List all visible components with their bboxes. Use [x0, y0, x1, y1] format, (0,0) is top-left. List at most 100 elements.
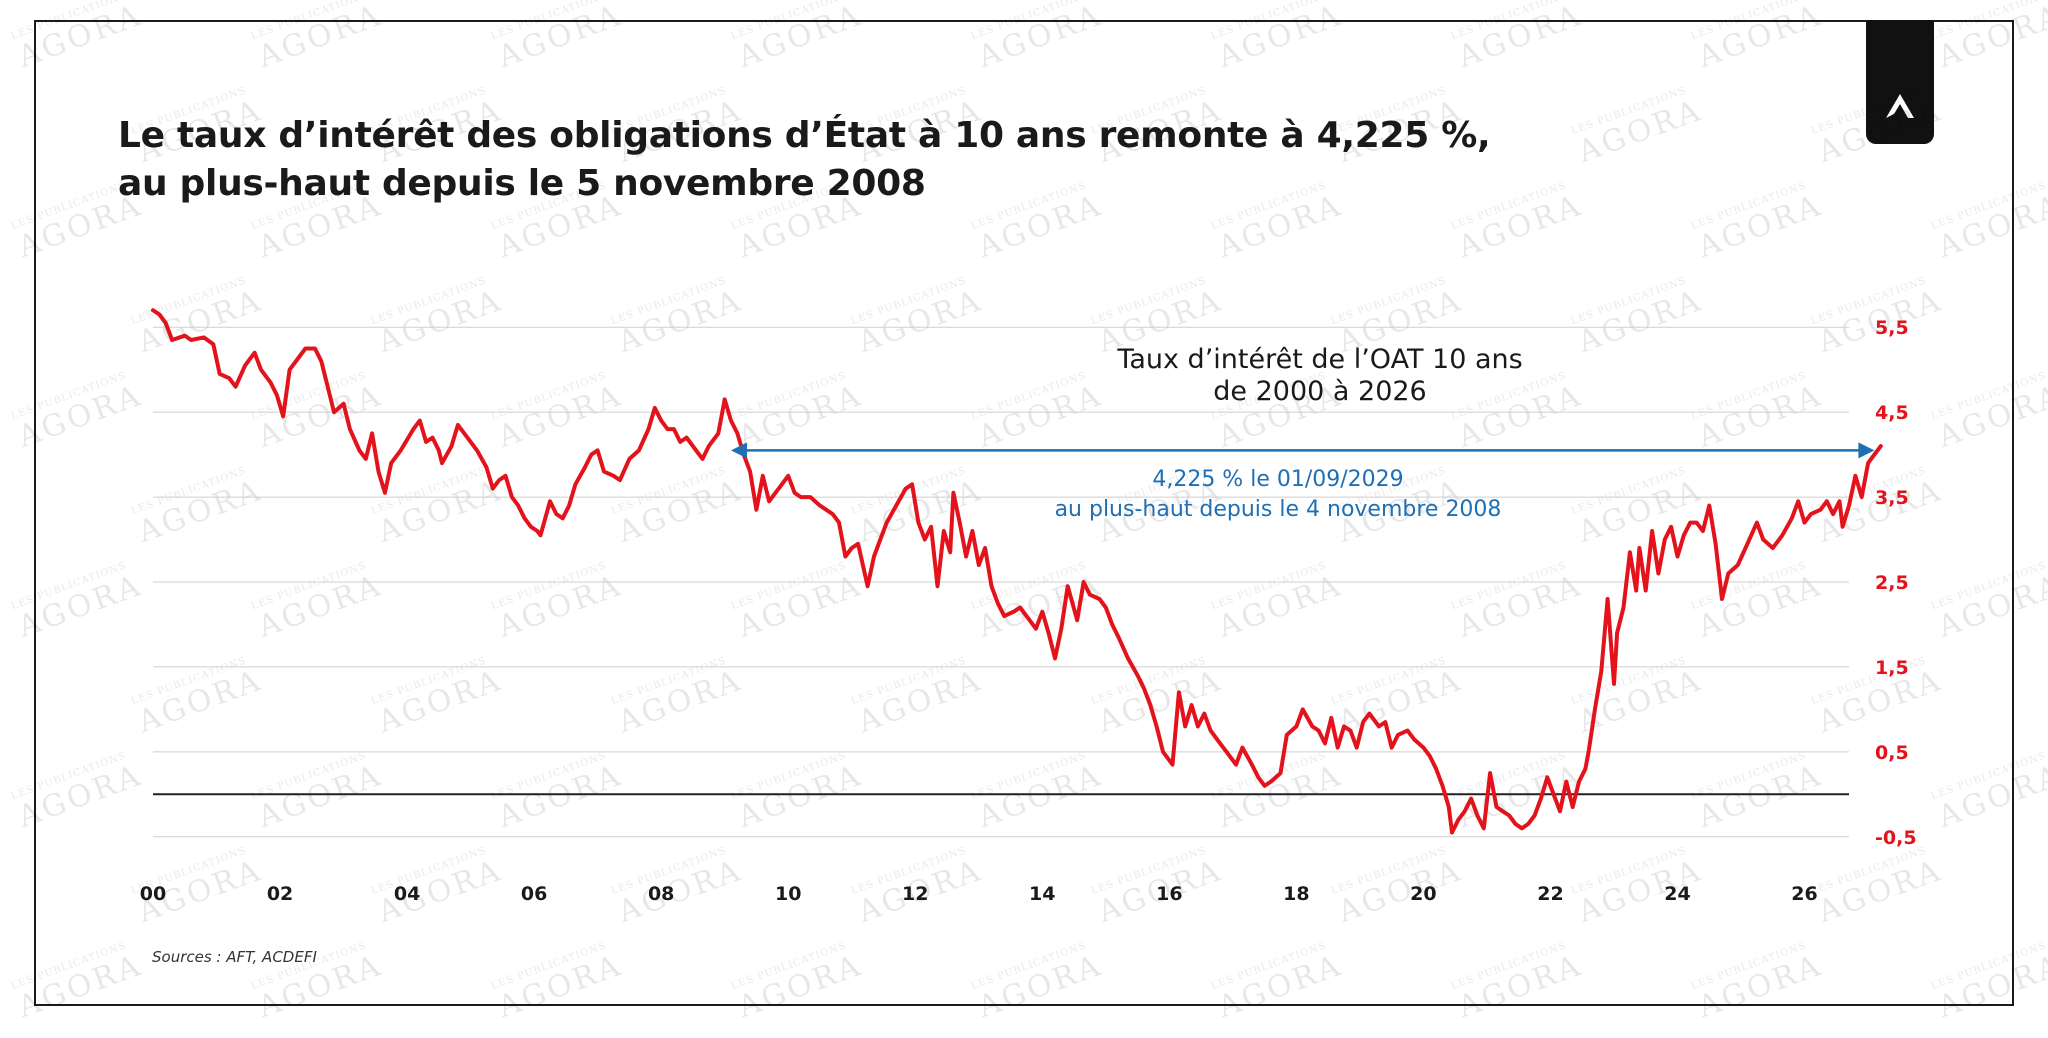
y-tick-label: 4,5 [1875, 402, 1909, 424]
x-tick-label: 12 [902, 883, 928, 905]
x-tick-label: 16 [1156, 883, 1182, 905]
series-layer [151, 308, 1883, 835]
arrow-right-icon [1858, 442, 1875, 459]
x-tick-label: 18 [1283, 883, 1309, 905]
grid-lines [153, 326, 1849, 838]
y-tick-label: 1,5 [1875, 657, 1909, 679]
annotation-label-line-2: au plus-haut depuis le 4 novembre 2008 [1055, 497, 1502, 522]
y-tick-label: 0,5 [1875, 742, 1909, 764]
y-tick-label: -0,5 [1875, 827, 1917, 849]
x-tick-label: 14 [1029, 883, 1055, 905]
agora-logo-glyph-icon [1886, 94, 1914, 118]
x-tick-label: 24 [1664, 883, 1690, 905]
x-tick-label: 08 [648, 883, 674, 905]
title-line-1: Le taux d’intérêt des obligations d’État… [118, 115, 1491, 156]
series-line-0 [151, 308, 1883, 835]
x-tick-label: 00 [140, 883, 166, 905]
chart-title: Taux d’intérêt de l’OAT 10 ans [1116, 344, 1522, 375]
y-tick-label: 5,5 [1875, 317, 1909, 339]
page-title: Le taux d’intérêt des obligations d’État… [118, 112, 1491, 208]
y-tick-label: 2,5 [1875, 572, 1909, 594]
title-line-2: au plus-haut depuis le 5 novembre 2008 [118, 163, 926, 204]
x-tick-label: 06 [521, 883, 547, 905]
y-tick-label: 3,5 [1875, 487, 1909, 509]
x-axis-labels: 00 02 04 06 08 10 12 14 16 18 20 22 24 26 [140, 883, 1818, 905]
agora-logo-icon [1866, 20, 1934, 144]
y-axis-labels: 5,5 4,5 3,5 2,5 1,5 0,5 -0,5 [1875, 317, 1917, 849]
source-note: Sources : AFT, ACDEFI [152, 948, 317, 966]
arrow-left-icon [731, 442, 748, 459]
chart-frame [34, 20, 2014, 1006]
